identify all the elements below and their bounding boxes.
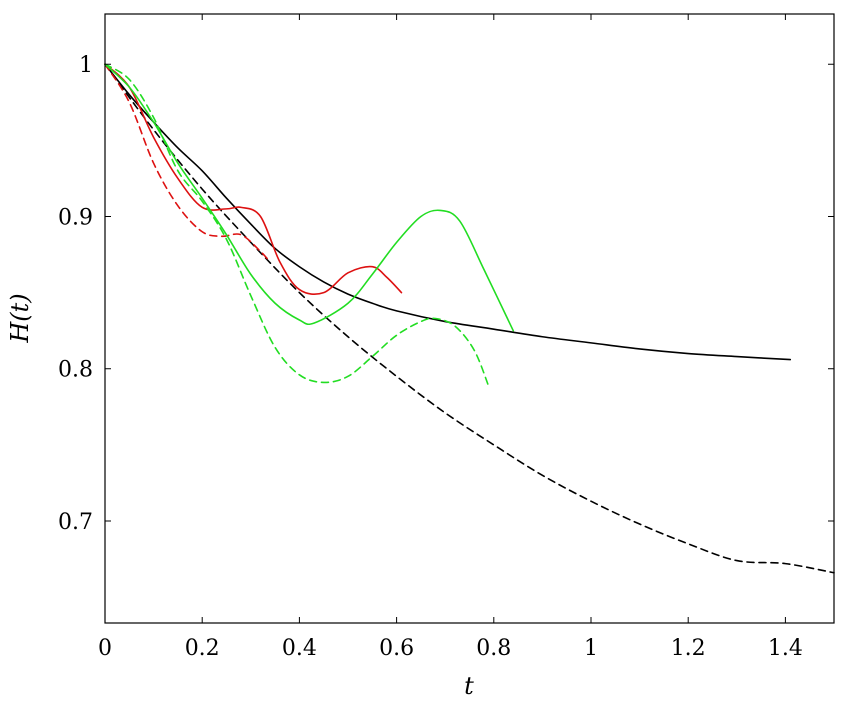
series-layer (104, 63, 835, 574)
x-axis-label: t (464, 672, 474, 700)
x-tick-label: 1.4 (768, 636, 803, 661)
plot-frame (104, 13, 835, 624)
y-tick-label: 1 (79, 53, 93, 78)
series-line-3 (104, 63, 403, 296)
series-line-1 (104, 63, 792, 361)
series-line-2 (104, 63, 835, 574)
y-tick-label: 0.7 (58, 510, 93, 535)
x-tick-label: 0.8 (476, 636, 511, 661)
series-line-5 (104, 63, 515, 332)
x-tick-label: 0.6 (379, 636, 414, 661)
x-tick-label: 0.2 (185, 636, 220, 661)
x-tick-label: 1.2 (671, 636, 706, 661)
ticks-layer: 0 0.2 0.4 0.6 0.8 1 1.2 1.4 0.7 0.8 0.9 1 (58, 14, 834, 661)
x-tick-label: 0 (98, 636, 112, 661)
series-line-4 (104, 63, 272, 263)
y-axis-label: H(t) (6, 293, 34, 343)
x-tick-label: 0.4 (282, 636, 317, 661)
series-line-6 (104, 63, 490, 388)
y-tick-label: 0.8 (58, 358, 93, 383)
x-tick-label: 1 (584, 636, 598, 661)
y-tick-label: 0.9 (58, 205, 93, 230)
